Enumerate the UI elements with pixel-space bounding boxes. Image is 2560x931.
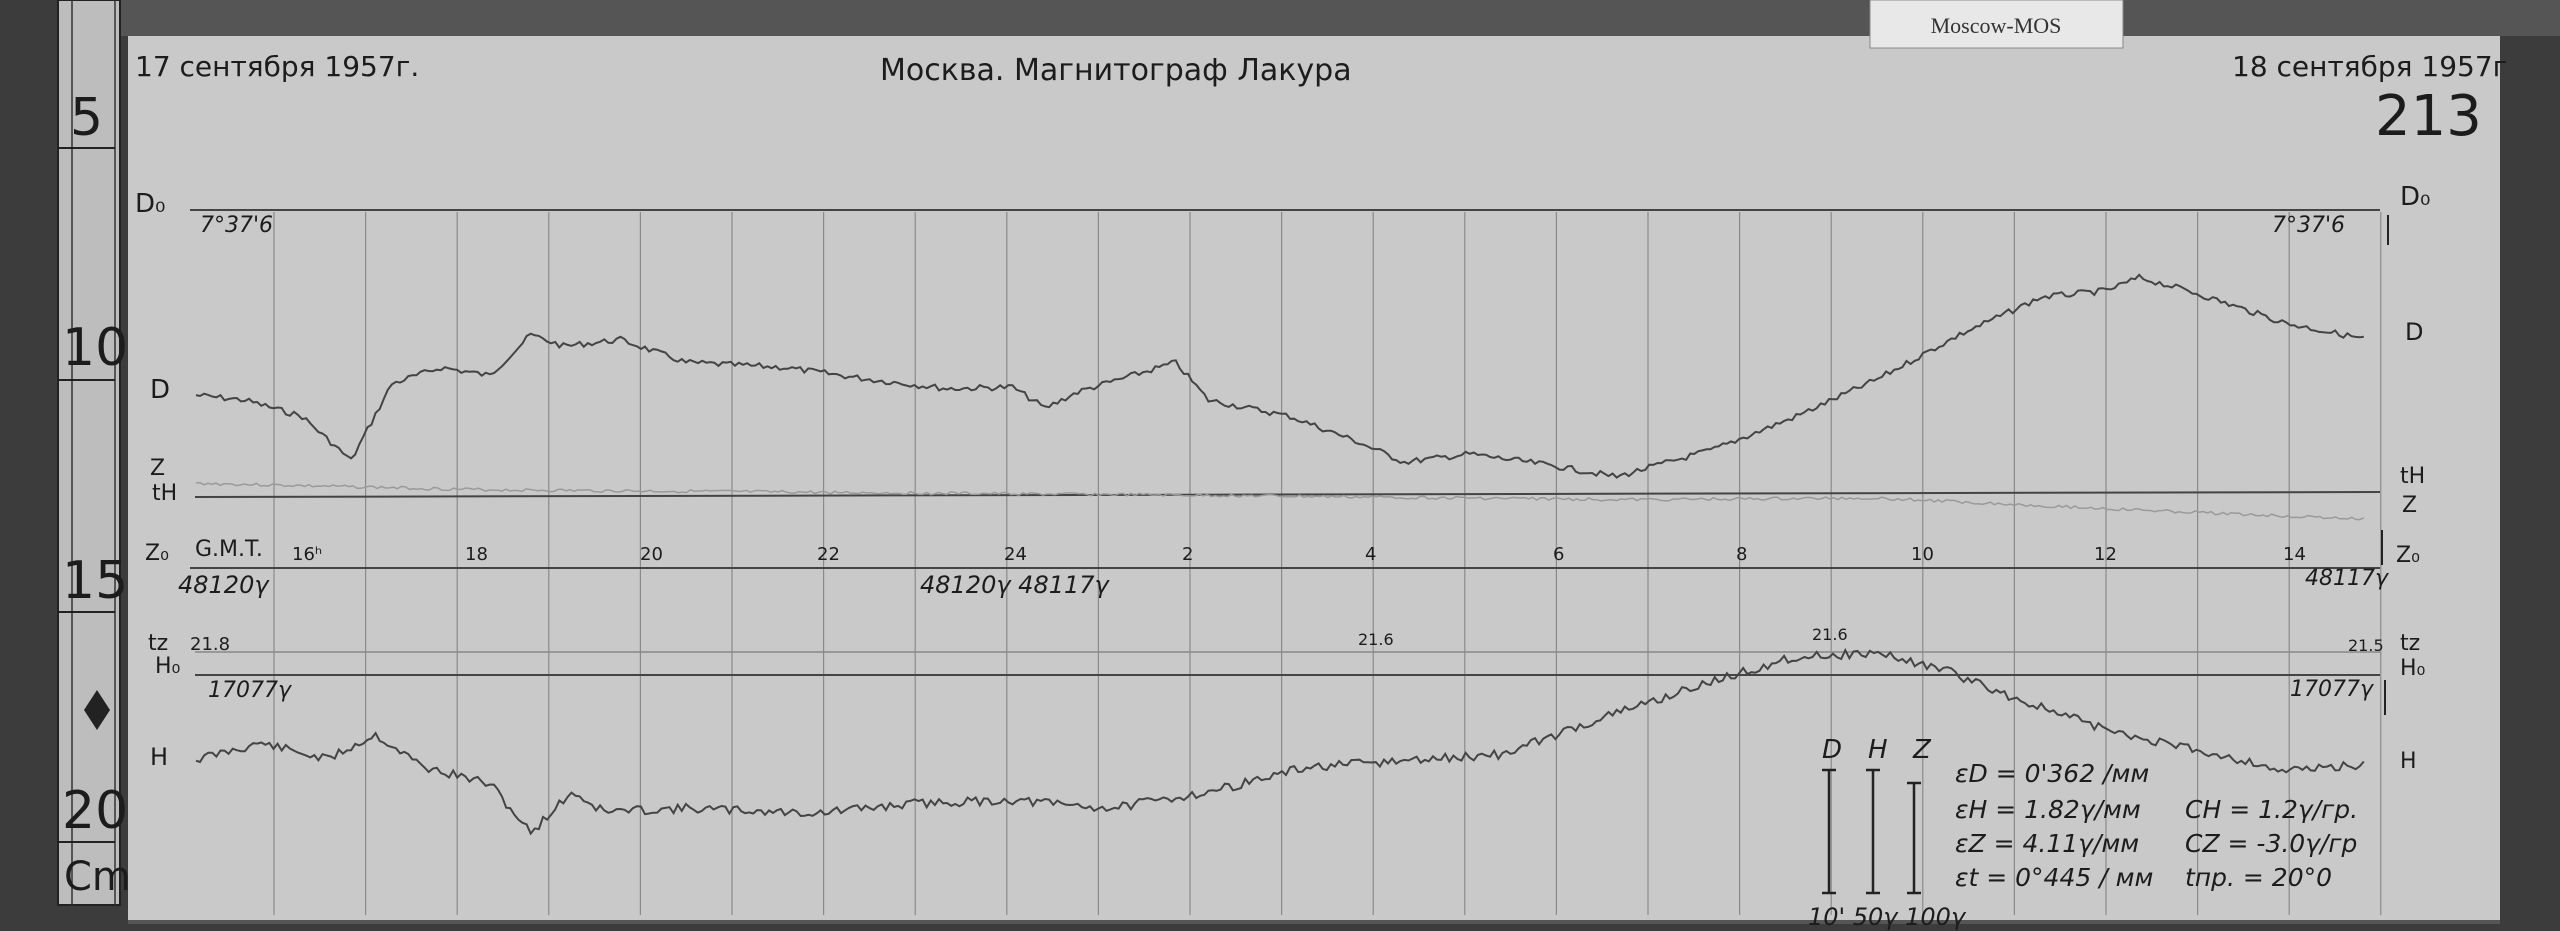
left-tz-value: 21.8 (190, 634, 230, 655)
time-label: 8 (1736, 544, 1747, 565)
date-end: 18 сентября 1957г (2232, 50, 2507, 83)
c-z: CZ = -3.0γ/гр (2185, 829, 2357, 858)
left-th: tH (152, 481, 177, 506)
scale-block: D H Z 10' 50γ 100γ εD = 0'362 /мм εH = 1… (1808, 735, 2358, 931)
diamond-marker-icon (84, 690, 110, 730)
time-label: 6 (1553, 544, 1564, 565)
right-h: H (2400, 749, 2417, 774)
gmt-label: G.M.T. (195, 537, 263, 562)
left-h: H (150, 743, 168, 771)
right-d: D (2405, 318, 2423, 346)
time-label: 22 (817, 544, 840, 565)
left-z0: Z₀ (145, 541, 169, 566)
right-tz-value: 21.5 (2348, 636, 2384, 655)
time-label: 10 (1911, 544, 1934, 565)
time-label: 12 (2094, 544, 2117, 565)
time-label: 14 (2283, 544, 2306, 565)
left-h0-value: 17077γ (208, 678, 292, 703)
ruler: 5 10 15 20 Cm (57, 0, 131, 906)
eps-t: εt = 0°445 / мм (1955, 863, 2153, 892)
chart-title: Москва. Магнитограф Лакура (880, 53, 1352, 88)
time-axis: 16ʰ 18 20 22 24 2 4 6 8 10 12 14 (292, 544, 2306, 565)
z0-change-label: 48120γ 48117γ (920, 571, 1111, 599)
left-d: D (150, 375, 170, 405)
station-tag: Moscow-MOS (1869, 0, 2124, 49)
right-z0: Z₀ (2396, 543, 2420, 568)
right-labels: D₀ 7°37'6 D tH Z Z₀ 48117γ 21.5 tz H₀ 17… (2272, 182, 2430, 774)
right-th: tH (2400, 464, 2425, 489)
tz-mid-value-1: 21.6 (1358, 630, 1394, 649)
eps-h: εH = 1.82γ/мм (1955, 795, 2141, 824)
time-label: 24 (1004, 544, 1027, 565)
ruler-mark-5: 5 (70, 88, 103, 148)
date-start: 17 сентября 1957г. (135, 50, 419, 83)
scale-header-h: H (1868, 735, 1888, 765)
left-z: Z (150, 456, 165, 481)
hour-grid (273, 212, 2382, 915)
ruler-mark-10: 10 (62, 318, 128, 378)
right-tz: tz (2400, 631, 2420, 656)
eps-z: εZ = 4.11γ/мм (1955, 829, 2139, 858)
left-h0: H₀ (155, 654, 181, 679)
left-d0: D₀ (135, 189, 165, 219)
t-pr: tпр. = 20°0 (2185, 863, 2332, 892)
left-tz: tz (148, 631, 168, 656)
scale-header-z: Z (1912, 735, 1932, 765)
time-label: 16ʰ (292, 544, 322, 565)
board-top (120, 0, 2560, 36)
left-labels: D₀ 7°37'6 D Z tH Z₀ G.M.T. 48120γ tz 21.… (135, 189, 292, 771)
right-z0-value: 48117γ (2305, 566, 2389, 591)
tz-mid-value-2: 21.6 (1812, 625, 1848, 644)
z-trace (195, 481, 2365, 521)
time-label: 18 (465, 544, 488, 565)
scale-header-d: D (1822, 735, 1842, 765)
baselines (190, 209, 2381, 676)
scale-bar-label: 10' 50γ 100γ (1808, 903, 1967, 931)
h-trace (195, 647, 2365, 836)
left-z0-value: 48120γ (178, 571, 270, 599)
c-h: CH = 1.2γ/гр. (2185, 795, 2358, 824)
d-trace (195, 273, 2364, 479)
station-tag-text: Moscow-MOS (1931, 13, 2062, 38)
right-h0: H₀ (2400, 656, 2426, 681)
time-label: 2 (1182, 544, 1193, 565)
left-d0-value: 7°37'6 (200, 213, 273, 238)
sheet-number: 213 (2375, 84, 2482, 149)
ruler-mark-15: 15 (62, 551, 128, 611)
right-h0-value: 17077γ (2290, 677, 2374, 702)
eps-d: εD = 0'362 /мм (1955, 759, 2149, 788)
time-label: 4 (1365, 544, 1376, 565)
th-baseline (194, 491, 2381, 498)
right-z: Z (2402, 493, 2417, 518)
paper-sheet (128, 36, 2500, 924)
ruler-unit: Cm (64, 854, 131, 900)
ruler-mark-20: 20 (62, 781, 128, 841)
right-d0-value: 7°37'6 (2272, 213, 2345, 238)
time-label: 20 (640, 544, 663, 565)
right-d0: D₀ (2400, 182, 2430, 212)
